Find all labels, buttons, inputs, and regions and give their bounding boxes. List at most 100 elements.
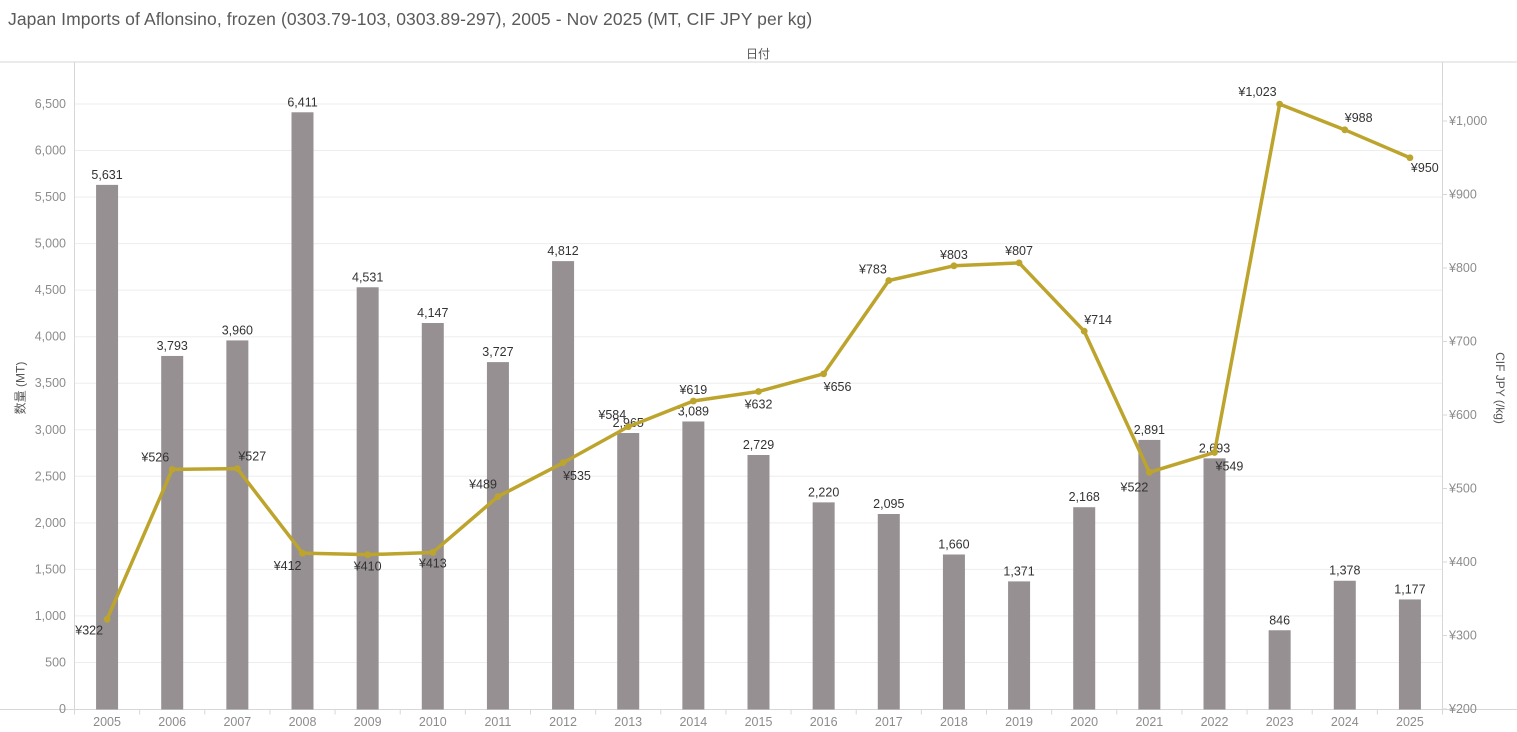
price-point-2005[interactable] xyxy=(103,615,111,623)
price-point-2014[interactable] xyxy=(689,397,697,405)
price-point-2008[interactable] xyxy=(299,549,306,557)
right-axis-tick-label: ¥900 xyxy=(1448,188,1477,202)
bar-2008[interactable] xyxy=(291,112,314,710)
x-axis-tick-label: 2012 xyxy=(549,715,577,729)
x-axis-tick-label: 2015 xyxy=(745,715,773,729)
price-value-label: ¥413 xyxy=(418,556,447,570)
price-point-2013[interactable] xyxy=(624,423,632,431)
bar-value-label: 1,371 xyxy=(1003,564,1034,578)
bar-2010[interactable] xyxy=(421,323,444,710)
left-axis-tick-label: 3,000 xyxy=(35,423,66,437)
bar-value-label: 4,812 xyxy=(547,244,578,258)
price-point-2009[interactable] xyxy=(364,551,372,559)
price-value-label: ¥783 xyxy=(858,262,887,276)
price-value-label: ¥489 xyxy=(468,478,497,492)
bar-value-label: 4,531 xyxy=(352,270,383,284)
bar-value-label: 2,729 xyxy=(743,438,774,452)
left-axis-tick-label: 5,000 xyxy=(35,237,66,251)
bar-value-label: 1,660 xyxy=(938,537,969,551)
x-axis-tick-label: 2020 xyxy=(1070,715,1098,729)
price-value-label: ¥619 xyxy=(678,383,707,397)
bar-2009[interactable] xyxy=(356,287,379,710)
price-point-2025[interactable] xyxy=(1406,154,1414,162)
price-value-label: ¥1,023 xyxy=(1237,85,1276,99)
price-point-2024[interactable] xyxy=(1341,126,1349,134)
price-point-2023[interactable] xyxy=(1276,100,1284,108)
price-value-label: ¥950 xyxy=(1410,161,1439,175)
x-axis-tick-label: 2017 xyxy=(875,715,903,729)
x-axis-tick-label: 2006 xyxy=(158,715,186,729)
right-axis-tick-label: ¥200 xyxy=(1448,702,1477,716)
price-value-label: ¥527 xyxy=(237,450,266,464)
right-axis-tick-label: ¥1,000 xyxy=(1448,114,1487,128)
price-point-2018[interactable] xyxy=(950,262,958,270)
bar-2020[interactable] xyxy=(1073,507,1096,710)
price-point-2011[interactable] xyxy=(494,493,502,500)
bar-value-label: 2,095 xyxy=(873,497,904,511)
bar-value-label: 4,147 xyxy=(417,306,448,320)
left-axis-tick-label: 1,500 xyxy=(35,562,66,576)
x-axis-tick-label: 2016 xyxy=(810,715,838,729)
right-axis-tick-label: ¥800 xyxy=(1448,261,1477,275)
bar-2017[interactable] xyxy=(877,514,900,710)
bar-2023[interactable] xyxy=(1268,630,1291,710)
left-axis-tick-label: 2,500 xyxy=(35,469,66,483)
bar-2019[interactable] xyxy=(1008,581,1031,710)
x-axis-tick-label: 2008 xyxy=(289,715,317,729)
price-point-2006[interactable] xyxy=(168,465,176,473)
x-axis-tick-label: 2018 xyxy=(940,715,968,729)
bar-value-label: 2,168 xyxy=(1069,490,1100,504)
bar-value-label: 846 xyxy=(1269,613,1290,627)
price-value-label: ¥322 xyxy=(74,623,103,637)
x-axis-tick-label: 2014 xyxy=(679,715,707,729)
x-axis-tick-label: 2019 xyxy=(1005,715,1033,729)
bar-value-label: 2,220 xyxy=(808,485,839,499)
price-point-2015[interactable] xyxy=(755,388,762,395)
price-value-label: ¥632 xyxy=(744,397,773,411)
bar-2012[interactable] xyxy=(552,261,575,710)
price-point-2017[interactable] xyxy=(885,277,893,284)
bar-2016[interactable] xyxy=(812,502,835,710)
price-value-label: ¥535 xyxy=(562,469,591,483)
left-axis-tick-label: 1,000 xyxy=(35,609,66,623)
price-point-2021[interactable] xyxy=(1145,468,1153,476)
x-axis-tick-label: 2021 xyxy=(1135,715,1163,729)
price-value-label: ¥656 xyxy=(823,380,852,394)
bar-value-label: 5,631 xyxy=(91,168,122,182)
bar-2024[interactable] xyxy=(1333,580,1356,710)
bar-2021[interactable] xyxy=(1138,439,1161,710)
bar-value-label: 3,727 xyxy=(482,345,513,359)
price-point-2020[interactable] xyxy=(1080,327,1088,335)
bar-2006[interactable] xyxy=(161,355,184,710)
x-axis-tick-label: 2005 xyxy=(93,715,121,729)
x-axis-tick-label: 2025 xyxy=(1396,715,1424,729)
right-axis-tick-label: ¥300 xyxy=(1448,629,1477,643)
price-point-2012[interactable] xyxy=(559,459,567,467)
left-axis-tick-label: 4,500 xyxy=(35,283,66,297)
price-point-2022[interactable] xyxy=(1211,449,1218,456)
bar-2005[interactable] xyxy=(96,184,119,710)
price-value-label: ¥584 xyxy=(597,408,626,422)
price-value-label: ¥807 xyxy=(1004,244,1033,258)
right-axis-tick-label: ¥700 xyxy=(1448,335,1477,349)
x-axis-tick-label: 2007 xyxy=(223,715,251,729)
bar-2013[interactable] xyxy=(617,433,640,710)
bar-value-label: 1,177 xyxy=(1394,582,1425,596)
price-point-2019[interactable] xyxy=(1015,259,1023,267)
price-point-2010[interactable] xyxy=(429,549,437,556)
price-value-label: ¥526 xyxy=(140,450,169,464)
price-point-2007[interactable] xyxy=(233,465,241,473)
bar-2018[interactable] xyxy=(942,554,965,710)
bar-2025[interactable] xyxy=(1398,599,1421,710)
bar-2022[interactable] xyxy=(1203,458,1226,710)
price-point-2016[interactable] xyxy=(820,370,828,378)
bar-2015[interactable] xyxy=(747,454,770,710)
bar-2007[interactable] xyxy=(226,340,249,710)
chart-title: Japan Imports of Aflonsino, frozen (0303… xyxy=(8,9,813,29)
bar-2014[interactable] xyxy=(682,421,705,710)
bar-2011[interactable] xyxy=(486,362,509,710)
x-axis-tick-label: 2010 xyxy=(419,715,447,729)
left-axis-tick-label: 6,000 xyxy=(35,144,66,158)
x-axis-tick-label: 2011 xyxy=(484,715,511,729)
